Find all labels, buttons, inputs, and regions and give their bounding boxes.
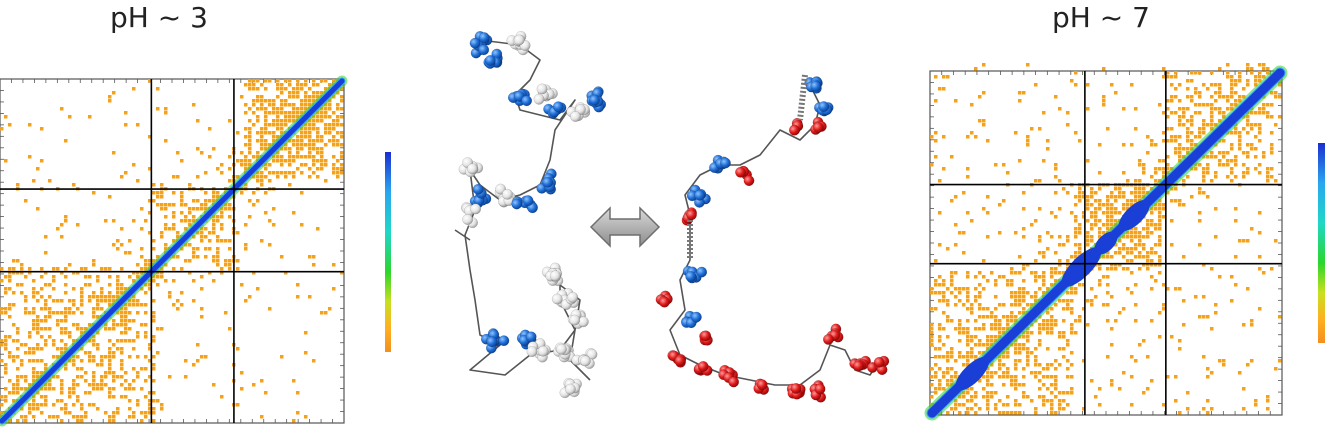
protein-chain-blue-red-icon <box>655 74 890 403</box>
panel-title-ph7: pH ~ 7 <box>1052 1 1150 34</box>
colorbar-right <box>1318 143 1325 343</box>
double-headed-arrow-icon <box>589 206 661 248</box>
contact-map-ph7 <box>924 63 1288 421</box>
colorbar-left <box>385 152 391 352</box>
protein-chain-blue-white-icon <box>454 30 607 399</box>
panel-title-ph3: pH ~ 3 <box>110 1 208 34</box>
contact-map-ph3 <box>0 75 348 427</box>
